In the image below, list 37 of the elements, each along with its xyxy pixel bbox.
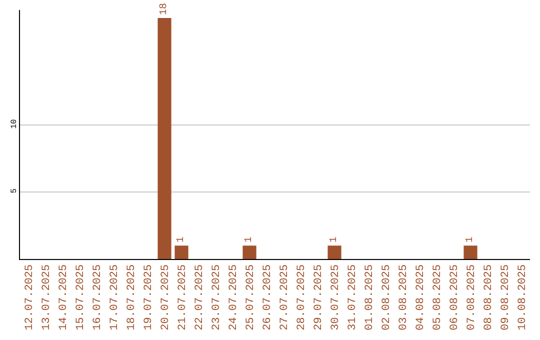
x-tick-label: 23.07.2025 [211,264,224,330]
x-tick-label: 02.08.2025 [381,264,394,330]
x-tick-label: 22.07.2025 [194,264,206,330]
x-tick-label: 03.08.2025 [398,264,410,330]
x-tick-label: 25.07.2025 [245,264,258,330]
x-tick-label: 27.07.2025 [279,264,292,330]
x-tick-label: 29.07.2025 [313,264,326,330]
x-tick-label: 24.07.2025 [228,264,240,330]
x-tick-label: 28.07.2025 [296,264,308,330]
x-tick-label: 10.08.2025 [517,264,530,330]
x-tick-label: 20.07.2025 [160,264,172,330]
x-tick-label: 08.08.2025 [483,264,496,330]
x-tick-label: 30.07.2025 [330,264,342,330]
x-tick-label: 04.08.2025 [415,264,428,330]
x-tick-label: 14.07.2025 [58,264,70,330]
x-tick-label: 31.07.2025 [347,264,360,330]
x-tick-label: 12.07.2025 [24,264,36,330]
x-tick-label: 05.08.2025 [432,264,444,330]
data-label: 1 [465,236,476,243]
x-tick-label: 06.08.2025 [449,264,462,330]
y-tick-label: 5 [10,188,19,194]
y-tick-label: 10 [10,118,19,129]
data-label: 1 [244,236,255,243]
x-tick-label: 26.07.2025 [262,264,274,330]
data-label: 18 [159,3,170,16]
x-tick-label: 15.07.2025 [75,264,88,330]
x-tick-label: 17.07.2025 [109,264,122,330]
x-tick-label: 19.07.2025 [143,264,156,330]
x-tick-label: 21.07.2025 [177,264,190,330]
x-tick-label: 07.08.2025 [466,264,478,330]
x-tick-label: 18.07.2025 [126,264,138,330]
x-tick-label: 09.08.2025 [500,264,512,330]
x-tick-label: 13.07.2025 [41,264,54,330]
data-label: 1 [176,236,187,243]
x-tick-label: 16.07.2025 [92,264,104,330]
x-tick-label: 01.08.2025 [364,264,376,330]
data-label: 1 [329,236,340,243]
